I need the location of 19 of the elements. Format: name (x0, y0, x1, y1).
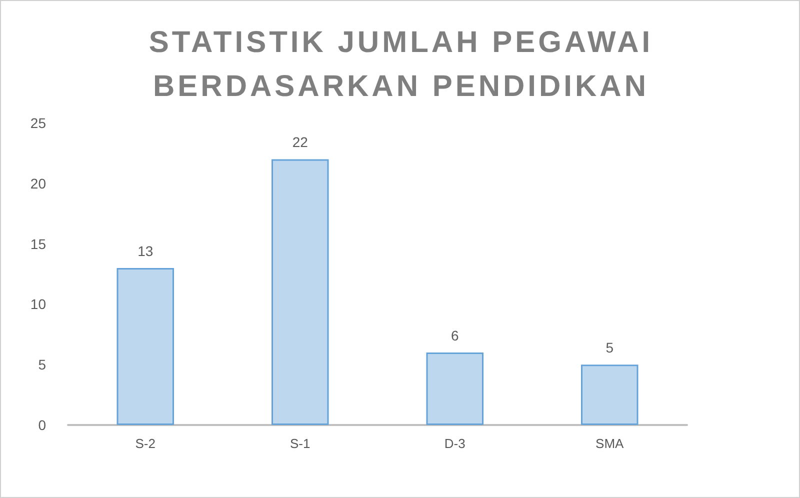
y-tick-label: 0 (38, 417, 46, 433)
y-tick-label: 20 (30, 175, 46, 192)
y-tick-label: 5 (38, 356, 46, 373)
y-tick-label: 10 (30, 296, 46, 312)
chart-title: STATISTIK JUMLAH PEGAWAI BERDASARKAN PENDIDIKAN (148, 25, 654, 105)
x-tick-label: S-1 (290, 436, 310, 451)
data-label: 13 (138, 242, 154, 259)
bar (116, 268, 174, 425)
bar (426, 352, 484, 425)
y-tick-label: 25 (30, 115, 46, 131)
data-label: 6 (450, 328, 459, 344)
data-label: 22 (292, 134, 308, 150)
bar (271, 159, 329, 425)
data-label: 5 (606, 340, 614, 356)
x-tick-label: S-2 (135, 436, 156, 451)
y-tick-label: 15 (30, 236, 46, 252)
x-tick-label: D-3 (444, 436, 466, 451)
bar (580, 364, 638, 425)
x-tick-label: SMA (596, 436, 624, 451)
